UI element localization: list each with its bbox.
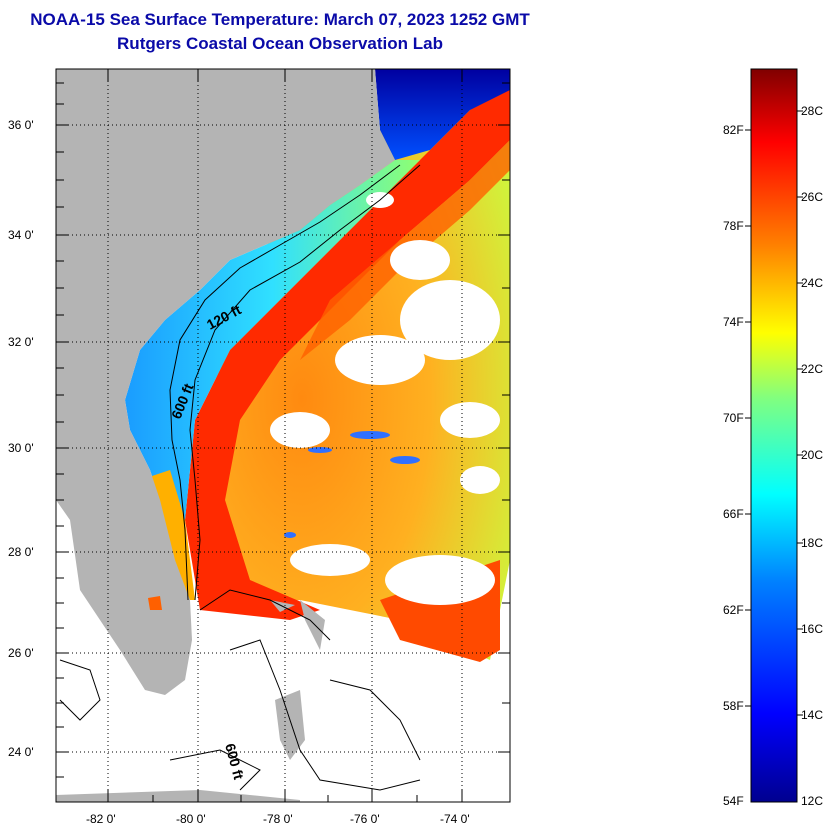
lat-label-36: 36 0' [8,118,34,132]
map-subtitle: Rutgers Coastal Ocean Observation Lab [117,34,443,53]
lat-label-32: 32 0' [8,335,34,349]
colorbar-label-26c: 26C [801,190,824,204]
lon-label-76: -76 0' [350,812,380,826]
land-cuba [56,790,300,802]
colorbar-label-78f: 78F [723,219,744,233]
colorbar-label-18c: 18C [801,536,824,550]
cloud-mask [270,192,500,605]
colorbar-label-54f: 54F [723,794,744,808]
lat-label-28: 28 0' [8,545,34,559]
colorbar-label-62f: 62F [723,603,744,617]
bathymetry-contours [59,164,421,791]
cold-north-water [375,69,510,160]
colorbar-label-70f: 70F [723,411,744,425]
colorbar-label-24c: 24C [801,276,824,290]
lake [148,596,162,610]
colorbar-label-12c: 12C [801,794,824,808]
colorbar-ticks [745,110,803,716]
colorbar-label-20c: 20C [801,448,824,462]
lat-label-30: 30 0' [8,441,34,455]
colorbar-label-58f: 58F [723,699,744,713]
colorbar-label-28c: 28C [801,104,824,118]
land-us-southeast [56,69,395,695]
colorbar [750,68,798,803]
lon-label-74: -74 0' [440,812,470,826]
lon-label-82: -82 0' [86,812,116,826]
lon-label-78: -78 0' [263,812,293,826]
lat-label-34: 34 0' [8,228,34,242]
colorbar-label-66f: 66F [723,507,744,521]
axis-ticks [56,69,510,802]
colorbar-label-16c: 16C [801,622,824,636]
colorbar-label-14c: 14C [801,708,824,722]
lon-label-80: -80 0' [176,812,206,826]
shelf-water [125,160,420,520]
plot-frame [55,68,511,803]
cool-eddies [284,431,420,538]
lat-label-24: 24 0' [8,745,34,759]
gulf-stream [185,80,510,620]
map-title: NOAA-15 Sea Surface Temperature: March 0… [30,10,530,29]
colorbar-label-74f: 74F [723,315,744,329]
colorbar-label-22c: 22C [801,362,824,376]
lat-label-26: 26 0' [8,646,34,660]
colorbar-label-82f: 82F [723,123,744,137]
